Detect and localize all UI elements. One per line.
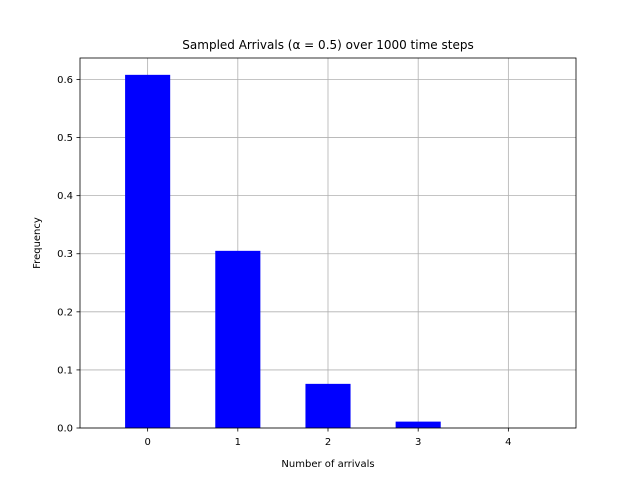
x-axis-label: Number of arrivals: [281, 459, 374, 470]
chart-title: Sampled Arrivals (α = 0.5) over 1000 tim…: [182, 38, 473, 52]
y-tick-label: 0.0: [57, 424, 73, 435]
bar-0: [125, 74, 171, 429]
x-tick-label: 4: [505, 437, 511, 448]
y-axis-label: Frequency: [32, 217, 43, 269]
axis-ticks: 0.0 0.1 0.2 0.3 0.4 0.5 0.6 0 1 2 3 4: [57, 75, 511, 448]
bar-1: [215, 250, 261, 428]
y-tick-label: 0.3: [57, 249, 73, 260]
x-tick-label: 0: [144, 437, 150, 448]
bar-3: [395, 421, 441, 428]
y-tick-label: 0.1: [57, 365, 73, 376]
bar-2: [305, 383, 351, 428]
x-tick-label: 3: [415, 437, 421, 448]
x-tick-label: 1: [235, 437, 241, 448]
y-tick-label: 0.2: [57, 307, 73, 318]
bars: [125, 74, 441, 429]
y-tick-label: 0.4: [57, 191, 73, 202]
y-tick-label: 0.6: [57, 75, 73, 86]
y-tick-label: 0.5: [57, 133, 73, 144]
x-tick-label: 2: [325, 437, 331, 448]
